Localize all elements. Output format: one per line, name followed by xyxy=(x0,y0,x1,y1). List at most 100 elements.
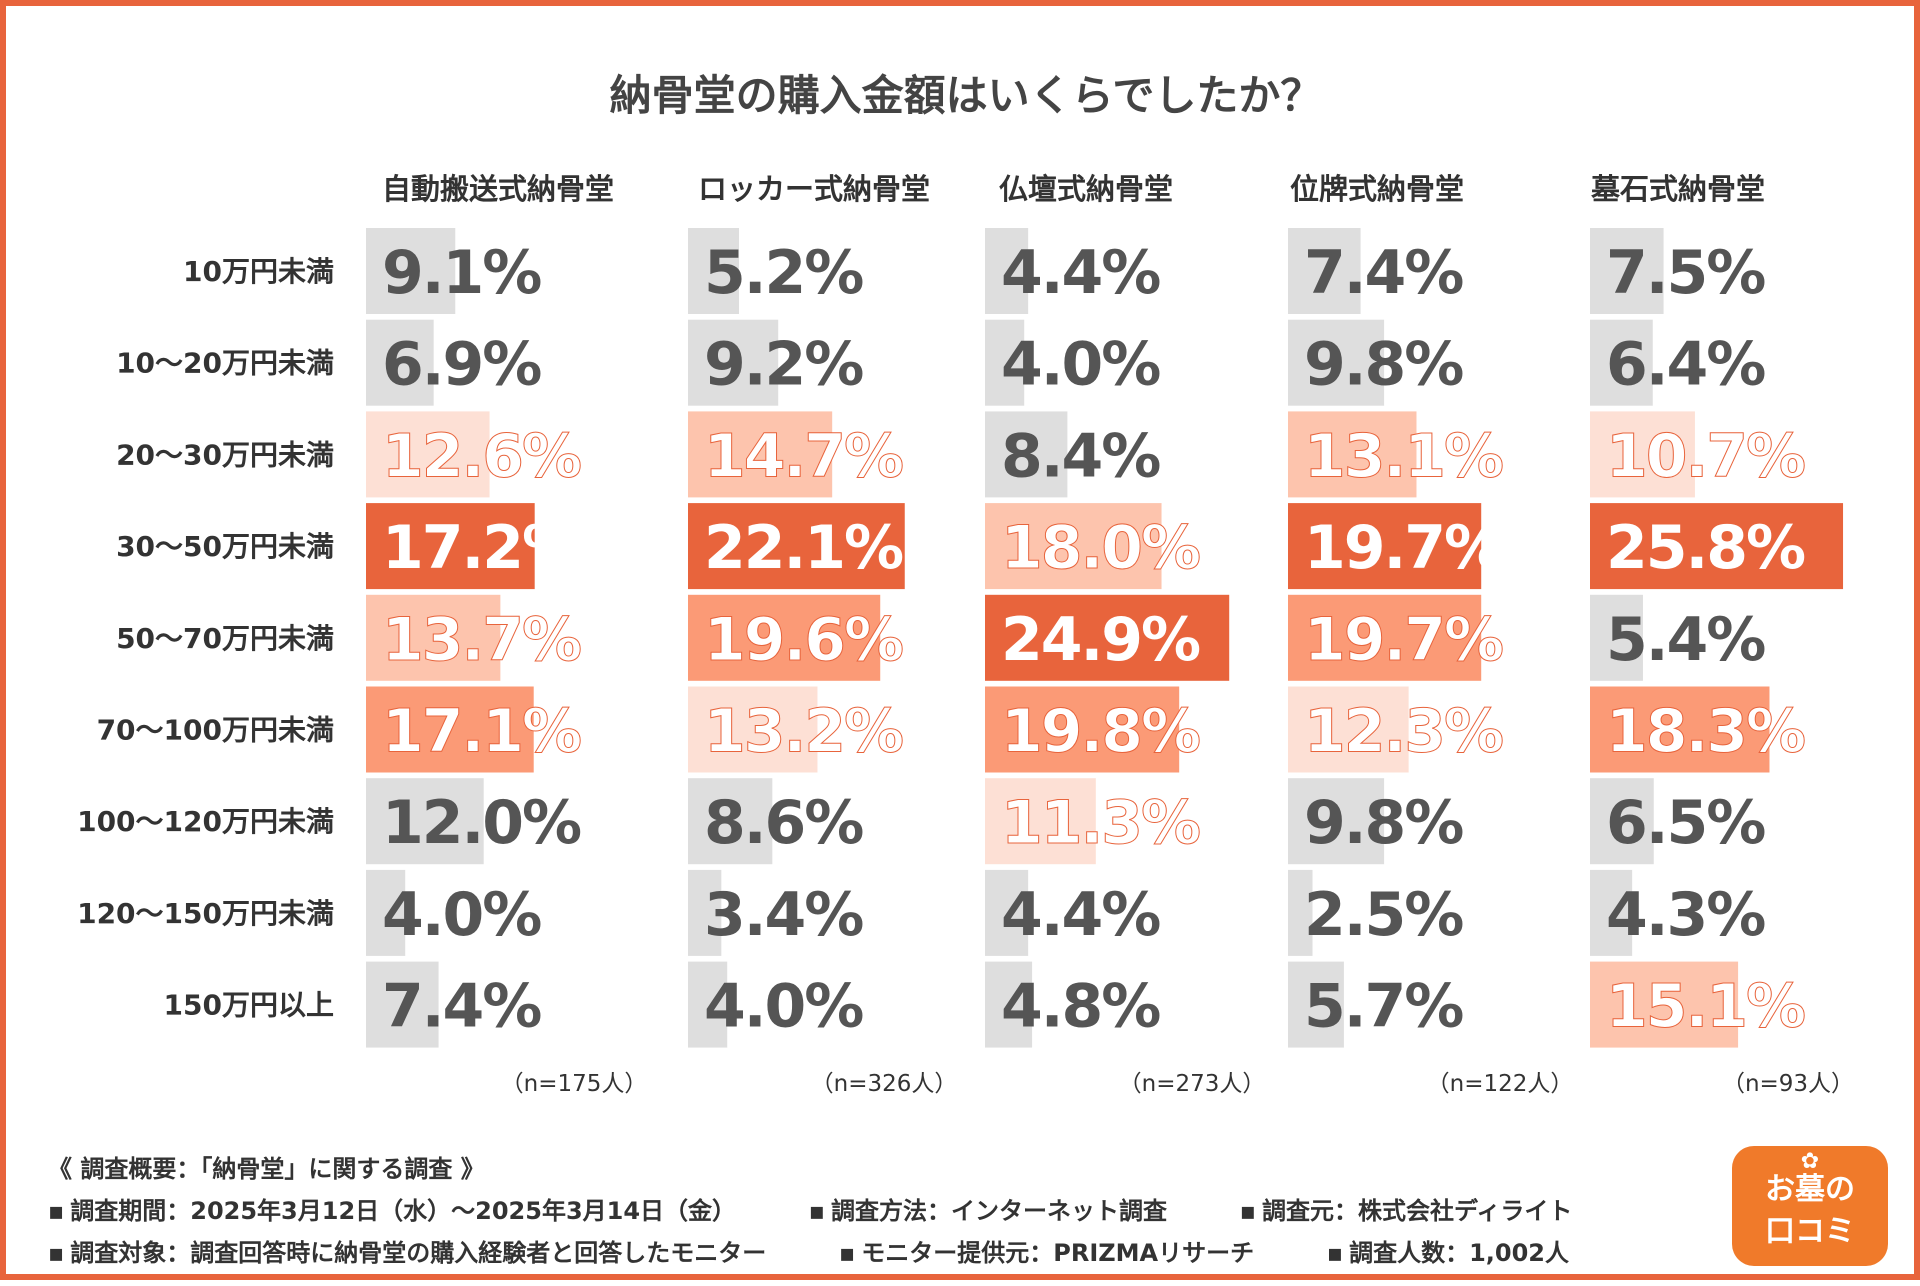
value-label: 15.1% xyxy=(1606,972,1805,1042)
okaka-logo: ✿ お墓の 口コミ xyxy=(1732,1146,1888,1266)
bar xyxy=(985,686,1180,773)
bar xyxy=(1288,503,1482,590)
value-label: 9.8% xyxy=(1304,330,1463,400)
value-label: 12.6% xyxy=(382,421,581,491)
survey-source: 調査元：株式会社ディライト xyxy=(1262,1197,1573,1225)
bar xyxy=(1288,319,1385,406)
bar xyxy=(1288,778,1385,865)
category-label: 10万円未満 xyxy=(183,255,334,288)
series-header: 自動搬送式納骨堂 xyxy=(382,172,614,206)
bar xyxy=(366,778,484,865)
category-label: 100〜120万円未満 xyxy=(77,805,334,838)
bar xyxy=(366,503,535,590)
bar xyxy=(1590,228,1664,314)
bar xyxy=(688,411,833,498)
bullet-icon: ▪ xyxy=(808,1197,826,1225)
survey-method: 調査方法：インターネット調査 xyxy=(831,1197,1168,1225)
value-label: 12.3% xyxy=(1304,697,1503,767)
value-label: 14.7% xyxy=(704,421,903,491)
category-label: 30〜50万円未満 xyxy=(116,530,334,563)
value-label: 13.1% xyxy=(1304,421,1503,491)
bar xyxy=(1288,411,1417,498)
value-label: 19.8% xyxy=(1001,697,1200,767)
bar xyxy=(1590,778,1654,865)
value-label: 4.8% xyxy=(1001,972,1160,1042)
bar xyxy=(985,594,1230,681)
sample-size-label: （n=175人） xyxy=(501,1071,648,1097)
ribbon-icon: ✿ xyxy=(1800,1149,1820,1174)
bar xyxy=(1590,869,1633,956)
bar xyxy=(985,503,1162,590)
bullet-icon: ▪ xyxy=(1239,1197,1257,1225)
value-label: 6.4% xyxy=(1606,330,1765,400)
sample-size-label: （n=273人） xyxy=(1119,1071,1266,1097)
value-label: 19.7% xyxy=(1304,513,1503,583)
value-label: 7.4% xyxy=(1304,238,1463,308)
series-header: 仏壇式納骨堂 xyxy=(999,172,1173,206)
category-label: 50〜70万円未満 xyxy=(116,622,334,655)
bar xyxy=(366,686,534,773)
value-label: 3.4% xyxy=(704,880,863,950)
value-label: 13.2% xyxy=(704,697,903,767)
bar xyxy=(1590,411,1695,498)
value-label: 9.8% xyxy=(1304,788,1463,858)
survey-period: 調査期間：2025年3月12日（水）〜2025年3月14日（金） xyxy=(70,1197,737,1225)
survey-count: 調査人数：1,002人 xyxy=(1349,1239,1570,1267)
value-label: 10.7% xyxy=(1606,421,1805,491)
bar xyxy=(366,961,439,1048)
bar xyxy=(1590,686,1770,773)
bar xyxy=(688,686,818,773)
category-label: 120〜150万円未満 xyxy=(77,897,334,930)
bar xyxy=(688,594,881,681)
bullet-icon: ▪ xyxy=(48,1197,65,1225)
bar xyxy=(1288,594,1482,681)
bar xyxy=(688,319,779,406)
value-label: 24.9% xyxy=(1001,605,1200,675)
sample-size-label: （n=326人） xyxy=(811,1071,958,1097)
value-label: 8.4% xyxy=(1001,421,1160,491)
bullet-icon: ▪ xyxy=(1326,1239,1344,1267)
bullet-icon: ▪ xyxy=(838,1239,856,1267)
bar xyxy=(1590,503,1844,590)
series-header: ロッカー式納骨堂 xyxy=(698,172,930,206)
value-label: 6.9% xyxy=(382,330,541,400)
bar xyxy=(366,228,456,314)
value-label: 4.4% xyxy=(1001,880,1160,950)
value-label: 13.7% xyxy=(382,605,581,675)
bar xyxy=(1288,869,1313,956)
value-label: 9.1% xyxy=(382,238,541,308)
survey-summary: 《 調査概要：「納骨堂」に関する調査 》 xyxy=(48,1155,485,1183)
bar xyxy=(985,961,1033,1048)
value-label: 12.0% xyxy=(382,788,581,858)
category-label: 150万円以上 xyxy=(164,989,334,1022)
value-label: 18.0% xyxy=(1001,513,1200,583)
chart-title: 納骨堂の購入金額はいくらでしたか？ xyxy=(610,71,1323,120)
series-header: 位牌式納骨堂 xyxy=(1290,172,1464,206)
bar xyxy=(1288,961,1344,1048)
value-label: 6.5% xyxy=(1606,788,1765,858)
bar xyxy=(1590,961,1739,1048)
value-label: 19.6% xyxy=(704,605,903,675)
value-label: 11.3% xyxy=(1001,788,1200,858)
bar xyxy=(985,319,1025,406)
bar xyxy=(1288,686,1409,773)
bar xyxy=(1590,319,1653,406)
bullet-icon: ▪ xyxy=(48,1239,65,1267)
bar xyxy=(688,778,773,865)
value-label: 7.4% xyxy=(382,972,541,1042)
value-label: 18.3% xyxy=(1606,697,1805,767)
value-label: 9.2% xyxy=(704,330,863,400)
bar xyxy=(985,778,1096,865)
value-label: 17.1% xyxy=(382,697,581,767)
bar xyxy=(366,319,434,406)
bar xyxy=(366,594,501,681)
bar xyxy=(688,503,905,590)
logo-text-top: お墓の xyxy=(1765,1172,1855,1207)
value-label: 19.7% xyxy=(1304,605,1503,675)
bar xyxy=(1288,228,1361,314)
value-label: 4.0% xyxy=(382,880,541,950)
survey-provider: モニター提供元：PRIZMAリサーチ xyxy=(861,1239,1255,1267)
bar xyxy=(366,869,406,956)
survey-row-2: ▪ 調査対象：調査回答時に納骨堂の購入経験者と回答したモニター ▪ モニター提供元：… xyxy=(48,1232,1572,1274)
